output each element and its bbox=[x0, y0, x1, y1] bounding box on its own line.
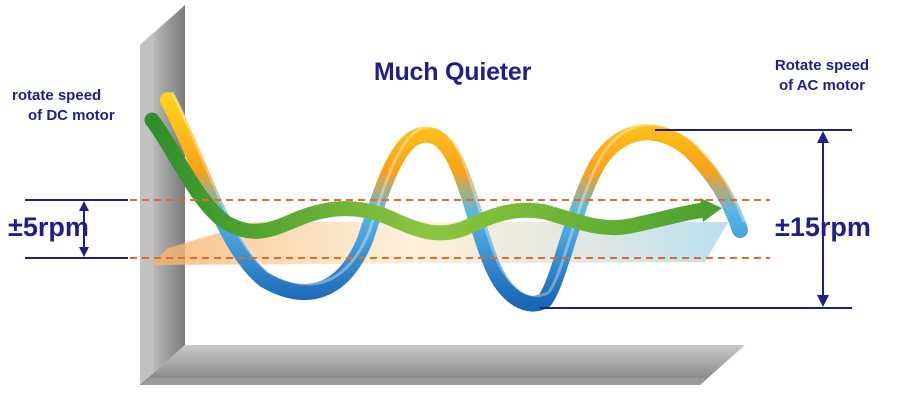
ac-motor-label-line2: of AC motor bbox=[778, 77, 866, 94]
ac-motor-wave bbox=[160, 91, 748, 312]
dc-motor-label: rotate speed of DC motor bbox=[12, 86, 115, 126]
ac-motor-label: Rotate speed of AC motor bbox=[742, 56, 902, 96]
reference-plane bbox=[150, 222, 728, 265]
dc-range-indicator bbox=[25, 199, 128, 259]
dc-motor-label-line1: rotate speed bbox=[12, 87, 102, 104]
ac-range-label: ±15rpm bbox=[775, 212, 871, 242]
ac-motor-label-line1: Rotate speed bbox=[774, 57, 870, 74]
dc-motor-label-line2: of DC motor bbox=[28, 107, 115, 124]
diagram-title: Much Quieter bbox=[373, 58, 532, 86]
dc-motor-wave bbox=[144, 112, 722, 241]
dc-range-label: ±5rpm bbox=[8, 212, 89, 242]
ac-range-indicator bbox=[540, 129, 852, 309]
x-axis-floor bbox=[140, 345, 745, 385]
